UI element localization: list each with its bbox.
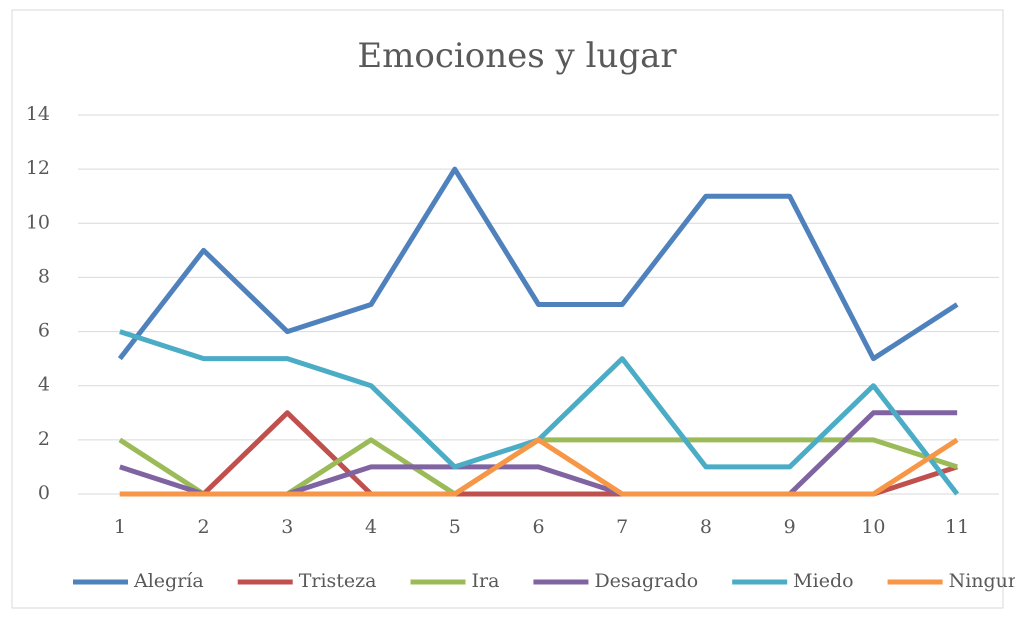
x-tick-label: 7 — [616, 516, 628, 538]
y-tick-label: 8 — [38, 265, 50, 287]
x-tick-label: 9 — [784, 516, 796, 538]
y-tick-label: 12 — [26, 157, 50, 179]
chart-title: Emociones y lugar — [357, 36, 677, 76]
legend-label: Tristeza — [299, 570, 377, 592]
x-tick-label: 3 — [281, 516, 293, 538]
x-tick-label: 11 — [945, 516, 969, 538]
legend-label: Ira — [472, 570, 500, 592]
y-tick-label: 2 — [38, 428, 50, 450]
x-tick-label: 1 — [114, 516, 126, 538]
series-line — [119, 437, 959, 497]
legend-label: Alegría — [133, 570, 204, 592]
x-tick-label: 6 — [532, 516, 544, 538]
y-tick-label: 10 — [26, 211, 50, 233]
x-tick-label: 2 — [198, 516, 210, 538]
chart-frame — [11, 9, 1004, 609]
y-tick-label: 4 — [38, 374, 50, 396]
x-tick-label: 5 — [449, 516, 461, 538]
legend-label: Desagrado — [594, 570, 698, 592]
x-tick-label: 8 — [700, 516, 712, 538]
series-line — [117, 166, 959, 362]
y-tick-label: 0 — [38, 482, 50, 504]
legend-label: Ninguno — [949, 570, 1015, 592]
x-tick-label: 4 — [365, 516, 377, 538]
x-tick-label: 10 — [861, 516, 885, 538]
y-tick-label: 6 — [38, 320, 50, 342]
legend-label: Miedo — [793, 570, 853, 592]
y-tick-label: 14 — [26, 103, 50, 125]
